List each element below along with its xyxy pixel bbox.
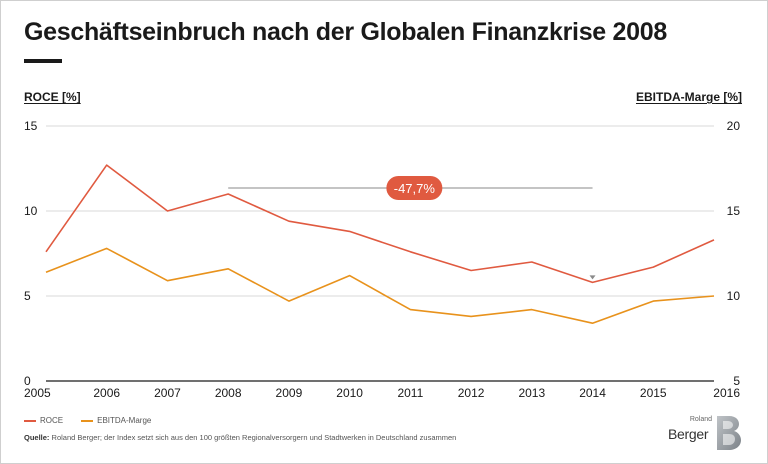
legend-label-ebitda: EBITDA-Marge <box>97 416 152 425</box>
y-left-tick-label: 5 <box>24 289 31 303</box>
x-tick-label: 2010 <box>336 386 363 400</box>
x-tick-label: 2009 <box>276 386 303 400</box>
source-text: Roland Berger; der Index setzt sich aus … <box>51 433 457 442</box>
x-tick-label: 2015 <box>640 386 667 400</box>
x-tick-label: 2007 <box>154 386 181 400</box>
series-line-roce <box>45 164 715 284</box>
logo-small-text: Roland <box>689 416 712 423</box>
x-tick-label: 2012 <box>458 386 485 400</box>
logo-mark-icon <box>717 416 741 450</box>
y-right-tick-label: 5 <box>733 374 740 388</box>
legend-label-roce: ROCE <box>40 416 64 425</box>
x-tick-label: 2005 <box>24 386 51 400</box>
y-right-tick-label: 15 <box>727 204 741 218</box>
source-label: Quelle: <box>24 433 50 442</box>
series-line-ebitda <box>45 247 715 325</box>
x-tick-label: 2008 <box>215 386 242 400</box>
legend-item-roce: ROCE <box>24 416 63 425</box>
left-axis-title: ROCE [%] <box>24 90 81 104</box>
x-tick-label: 2014 <box>579 386 606 400</box>
annotation-label: -47,7% <box>394 181 436 196</box>
roland-berger-logo: Roland Berger <box>668 414 744 452</box>
x-tick-label: 2016 <box>713 386 740 400</box>
x-tick-label: 2013 <box>518 386 545 400</box>
annotation-badge <box>386 176 443 200</box>
right-axis-title: EBITDA-Marge [%] <box>635 90 742 104</box>
y-right-tick-label: 10 <box>727 289 741 303</box>
y-right-tick-label: 20 <box>727 119 741 133</box>
y-left-tick-label: 0 <box>24 374 31 388</box>
legend: ROCE EBITDA-Marge <box>24 416 151 425</box>
x-tick-label: 2006 <box>93 386 120 400</box>
legend-swatch-ebitda <box>81 419 94 422</box>
chart-title: Geschäftseinbruch nach der Globalen Fina… <box>24 18 667 46</box>
x-tick-label: 2011 <box>397 386 423 400</box>
legend-item-ebitda: EBITDA-Marge <box>81 416 151 425</box>
source-note: Quelle: Roland Berger; der Index setzt s… <box>24 433 456 442</box>
logo-main-text: Berger <box>668 426 709 442</box>
annotation-arrow <box>589 275 596 280</box>
y-left-tick-label: 10 <box>24 204 38 218</box>
legend-swatch-roce <box>24 419 36 422</box>
y-left-tick-label: 15 <box>24 119 38 133</box>
title-underline <box>24 59 62 63</box>
